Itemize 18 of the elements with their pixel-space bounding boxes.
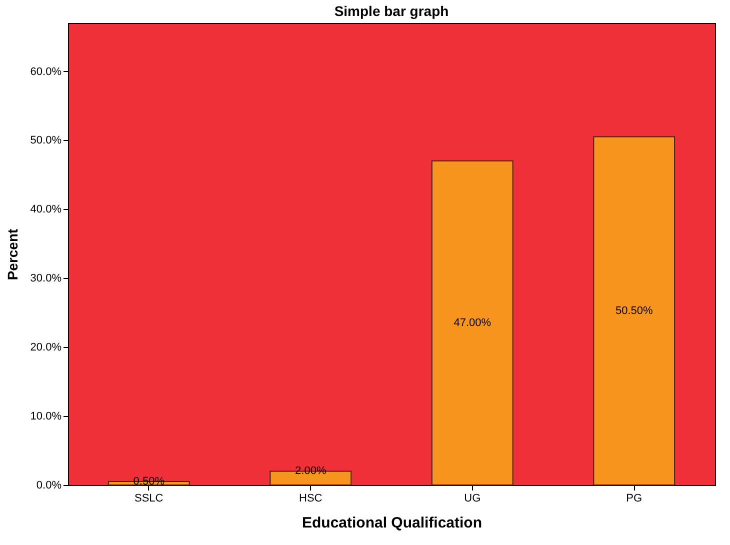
y-tick-label: 30.0% [30,272,62,285]
y-axis-title: Percent [4,228,20,280]
y-tick-label: 20.0% [30,342,62,354]
x-tick-label: UG [464,492,481,504]
chart-title: Simple bar graph [334,3,449,19]
x-tick-label: HSC [299,492,322,504]
y-tick-label: 50.0% [30,134,62,147]
x-tick-label: SSLC [134,492,164,504]
data-label: 50.50% [615,304,653,317]
y-tick-label: 60.0% [30,66,62,78]
x-axis-title: Educational Qualification [302,514,482,532]
x-tick-label: PG [626,492,642,504]
y-tick-label: 40.0% [30,204,62,216]
bar [593,136,676,486]
y-tick-label: 10.0% [30,410,62,423]
data-label: 47.00% [454,316,492,329]
bar [431,160,514,486]
y-tick-label: 0.0% [36,480,62,492]
